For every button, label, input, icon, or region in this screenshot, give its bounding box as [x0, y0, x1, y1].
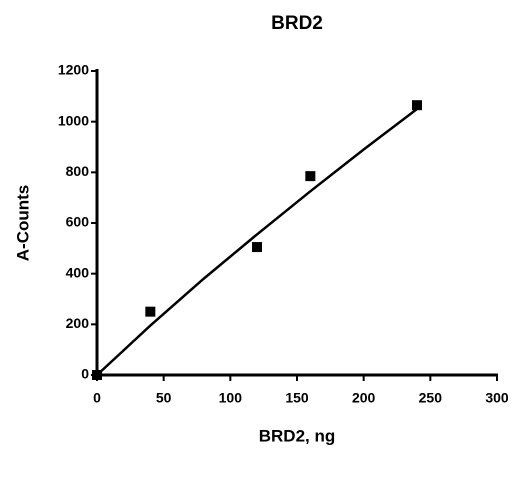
y-tick-label: 800 — [66, 163, 90, 179]
x-tick-label: 50 — [156, 390, 172, 406]
point — [252, 242, 262, 253]
point — [145, 306, 156, 317]
y-tick-label: 1200 — [58, 62, 89, 78]
point — [412, 100, 422, 111]
point — [305, 171, 316, 182]
y-tick-label: 200 — [66, 315, 90, 331]
y-tick-label: 400 — [66, 264, 90, 280]
fit-line — [96, 108, 418, 376]
y-tick-label: 600 — [66, 214, 90, 230]
x-tick-label: 300 — [485, 390, 509, 406]
y-tick-label: 0 — [81, 366, 89, 382]
x-tick-label: 250 — [419, 390, 443, 406]
x-tick-label: 200 — [352, 390, 376, 406]
chart-title: BRD2 — [271, 13, 323, 34]
y-axis-title: A-Counts — [13, 185, 32, 261]
point — [92, 370, 102, 380]
y-tick-label: 1000 — [58, 112, 89, 128]
x-tick-label: 100 — [219, 390, 243, 406]
x-axis-title: BRD2, ng — [259, 426, 336, 445]
x-tick-label: 150 — [285, 390, 309, 406]
x-tick-label: 0 — [93, 390, 101, 406]
